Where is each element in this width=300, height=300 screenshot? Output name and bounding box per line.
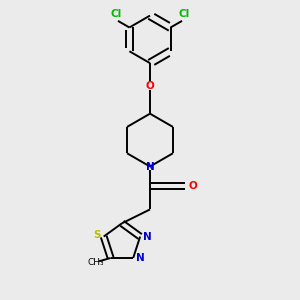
Text: Cl: Cl [111, 9, 122, 19]
Text: S: S [94, 230, 101, 240]
Text: N: N [146, 161, 154, 172]
Text: N: N [143, 232, 152, 242]
Text: Cl: Cl [178, 9, 189, 19]
Text: O: O [189, 181, 198, 191]
Text: CH₃: CH₃ [88, 258, 104, 267]
Text: O: O [146, 81, 154, 91]
Text: N: N [136, 253, 145, 263]
